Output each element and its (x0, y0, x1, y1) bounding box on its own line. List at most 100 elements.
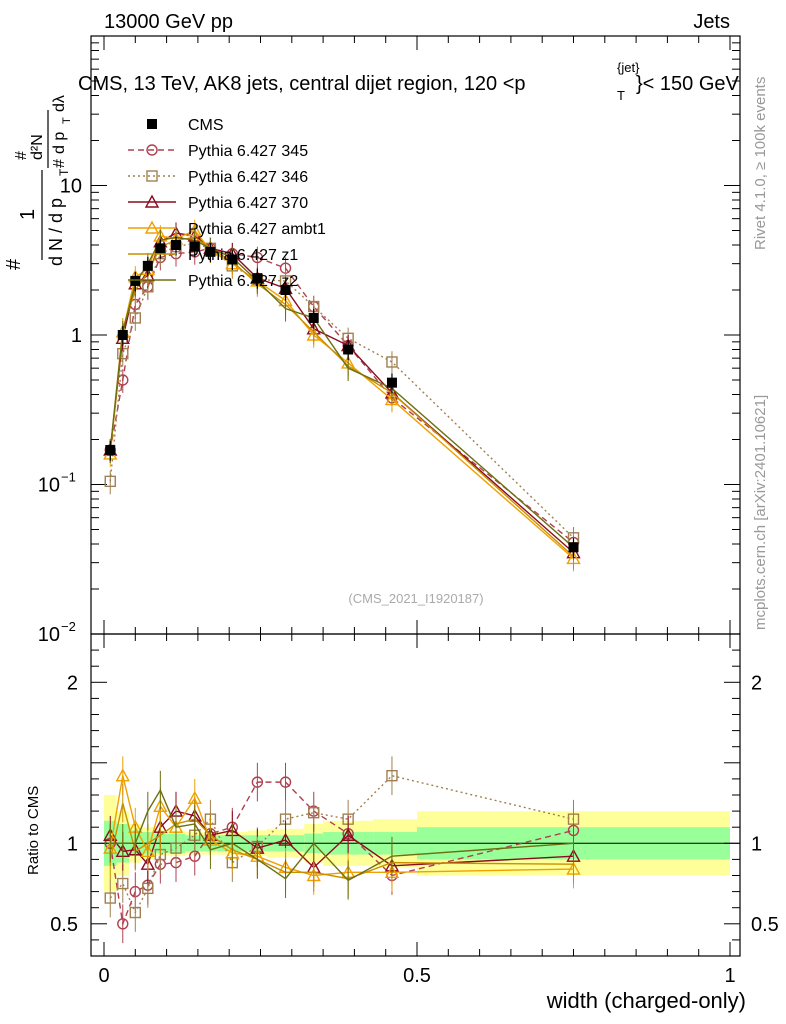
legend-marker-3 (144, 220, 160, 234)
data-point-7 (205, 246, 216, 257)
ylabel-one: 1 (17, 209, 39, 220)
chart-title-sup: {jet} (617, 60, 640, 75)
data-point-13 (386, 377, 397, 388)
y-ratio-tick-label-left-0: 2 (67, 672, 78, 694)
y-main-tick-base-1: 1 (71, 325, 82, 347)
series-point-main-1-2 (129, 312, 142, 324)
series-point-ratio-0-10 (279, 776, 292, 788)
series-line-main-5 (109, 236, 574, 548)
y-main-tick-label-0: 10 (60, 176, 82, 198)
y-main-tick-base-0: 10 (60, 176, 82, 198)
series-point-main-1-0 (104, 475, 116, 488)
series-point-ratio-2-12 (340, 827, 356, 841)
chart-title-sub: T (617, 88, 625, 103)
series-point-ratio-1-1 (117, 877, 129, 890)
y-main-tick-exp-3: −2 (61, 619, 76, 634)
chart-title-tail: }< 150 GeV (636, 73, 740, 95)
legend-entry-1: Pythia 6.427 346 (128, 169, 308, 186)
data-point-3 (142, 260, 153, 271)
chart-watermark: (CMS_2021_I1920187) (348, 591, 483, 606)
series-point-ratio-0-1 (117, 918, 129, 930)
series-point-main-0-9 (251, 251, 264, 264)
ylabel-dlambda: dλ (51, 95, 68, 112)
data-point-12 (343, 344, 354, 355)
ylabel-hash-3: # (51, 159, 68, 168)
legend-label-0: Pythia 6.427 345 (188, 143, 308, 160)
legend-label-1: Pythia 6.427 346 (188, 169, 308, 186)
data-point-11 (308, 312, 319, 323)
y-main-tick-base-3: 10 (38, 624, 60, 646)
data-point-10 (280, 284, 291, 295)
y-axis-label-main: # 1 d N / d p T # d²N # d p T dλ (3, 95, 73, 270)
ylabel-dpT-sub: T (61, 117, 73, 124)
series-main-1 (104, 232, 580, 551)
series-point-ratio-3-4 (153, 798, 168, 812)
side-label-rivet: Rivet 4.1.0, ≥ 100k events (752, 77, 769, 250)
data-point-6 (189, 241, 200, 252)
ylabel-dN-sub: T (57, 168, 71, 176)
legend-entry-0: Pythia 6.427 345 (128, 143, 308, 160)
legend-entry-2: Pythia 6.427 370 (128, 194, 308, 212)
series-point-ratio-0-9 (251, 776, 264, 788)
ylabel-dN: d N / d p (46, 198, 66, 266)
data-point-14 (568, 542, 579, 553)
ylabel-dpT: d p (51, 132, 68, 154)
x-tick-label-2: 1 (724, 965, 735, 987)
data-point-8 (227, 254, 238, 265)
y-main-tick-label-2: 10 −1 (38, 470, 76, 497)
data-point-0 (105, 445, 116, 456)
legend: CMS Pythia 6.427 345 Pythia 6.427 346 Pythi… (128, 117, 326, 290)
ylabel-d2N: d²N (29, 134, 46, 160)
series-point-main-1-13 (386, 356, 398, 368)
chart-title: CMS, 13 TeV, AK8 jets, central dijet reg… (78, 60, 740, 103)
series-line-main-2 (109, 232, 574, 554)
y-main-tick-label-1: 1 (71, 325, 82, 347)
series-point-ratio-2-10 (278, 832, 293, 846)
data-point-4 (155, 243, 166, 254)
series-main-4 (109, 226, 574, 570)
series-point-ratio-1-2 (129, 906, 142, 919)
y-main-tick-label-3: 10 −2 (38, 619, 76, 646)
x-tick-label-1: 0.5 (403, 965, 431, 987)
legend-entry-4: Pythia 6.427 z1 (128, 247, 298, 264)
ylabel-hash-2: # (13, 151, 30, 160)
legend-marker-data (147, 119, 157, 129)
y-axis-label-ratio: Ratio to CMS (25, 786, 42, 875)
y-main-tick-base-2: 10 (38, 475, 60, 497)
header-left: 13000 GeV pp (104, 11, 233, 33)
legend-entry-5: Pythia 6.427 z2 (128, 273, 298, 290)
data-point-1 (117, 330, 128, 340)
data-point-5 (170, 239, 181, 250)
y-ratio-tick-label-left-2: 0.5 (50, 914, 78, 936)
series-point-ratio-1-11 (308, 807, 320, 819)
legend-marker-2 (144, 194, 160, 208)
series-line-main-4 (109, 236, 574, 558)
legend-label-5: Pythia 6.427 z2 (188, 273, 298, 290)
uncertainty-bands (91, 795, 740, 892)
series-line-main-3 (109, 229, 574, 560)
y-ratio-tick-label-right-2: 0.5 (751, 914, 779, 936)
legend-label-4: Pythia 6.427 z1 (188, 247, 298, 264)
legend-marker-0 (146, 144, 158, 156)
data-points (105, 235, 579, 558)
legend-entry-3: Pythia 6.427 ambt1 (128, 220, 326, 238)
series-main-0 (104, 237, 580, 556)
data-point-2 (130, 275, 141, 286)
series-main-5 (109, 226, 574, 561)
y-ratio-tick-label-left-1: 1 (67, 833, 78, 855)
ylabel-hash: # (3, 258, 25, 270)
y-ratio-tick-label-right-0: 2 (751, 672, 762, 694)
x-axis-label: width (charged-only) (546, 988, 746, 1013)
series-point-ratio-1-13 (386, 769, 398, 782)
series-ratio-5 (109, 770, 574, 900)
ratio-panel-frame (90, 633, 741, 957)
series-layer (103, 219, 581, 944)
series-main-3 (103, 219, 581, 572)
side-label-mcplots: mcplots.cern.ch [arXiv:2401.10621] (752, 395, 769, 630)
y-main-tick-exp-2: −1 (61, 470, 76, 485)
legend-entry-data: CMS (147, 117, 224, 134)
x-tick-label-0: 0 (98, 965, 109, 987)
chart-title-main: CMS, 13 TeV, AK8 jets, central dijet reg… (78, 73, 526, 95)
